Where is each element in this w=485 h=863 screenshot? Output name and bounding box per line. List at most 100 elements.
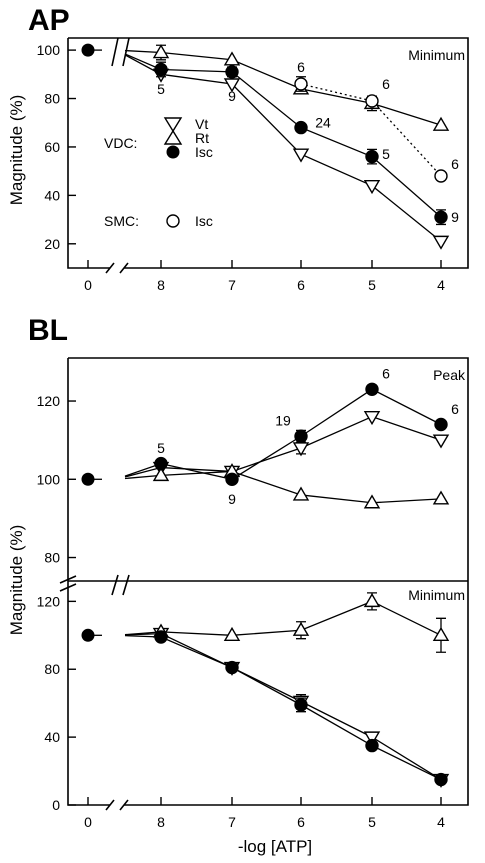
ap-series-isc-smc-point-1: [365, 94, 379, 108]
bl-title: BL: [28, 314, 68, 347]
legend-label-isc-smc: Isc: [195, 213, 213, 229]
bl-min-series-rt-1-point-2: [292, 621, 310, 636]
bl-min-series-rt-1-point-4: [432, 626, 450, 642]
bl-peak-n-label-4: 6: [451, 401, 459, 417]
ap-series-rt-vdc-point-1: [223, 51, 241, 66]
bl-min-xtick-label-5: 5: [368, 814, 376, 830]
bl-min-xtick-label-7: 7: [228, 814, 236, 830]
legend-marker-rt: [163, 129, 183, 145]
ap-series-rt-vdc-point-0: [152, 44, 170, 59]
ap-xtick-label-0: 0: [84, 277, 92, 293]
bl-peak-ytick-label-100: 100: [37, 471, 61, 487]
ap-series-isc-smc-point-2: [434, 169, 448, 183]
ap-series-rt-vdc-line: [124, 49, 442, 126]
bl-min-series-isc-2-point-0: [154, 630, 168, 644]
bl-min-ytick-label-120: 120: [37, 593, 61, 609]
bl-x-axis-break: [105, 799, 129, 811]
bl-peak-series-isc-2-point-4: [434, 417, 448, 432]
ap-xtick-label-8: 8: [157, 277, 165, 293]
ap-series-isc-vdc-point-4: [434, 210, 448, 224]
bl-min-xtick-label-0: 0: [84, 814, 92, 830]
ap-frame: [67, 37, 469, 269]
bl-peak-ytick-label-120: 120: [37, 393, 61, 409]
bl-peak-panel-label: Peak: [433, 367, 466, 383]
annotation-layer: 5 9 6 24 6 5 6 9 5 9 19 6 6: [157, 59, 459, 507]
bl-peak-ytick-label-80: 80: [44, 550, 60, 566]
bl-min-series-vt-0-line: [124, 632, 442, 781]
ap-xtick-label-4: 4: [437, 277, 445, 293]
bl-min-series-isc-2-line: [124, 634, 442, 781]
bl-peak-series-rt-1-point-2: [292, 486, 310, 501]
bl-peak-series-vt-0-point-2: [292, 442, 310, 457]
bl-min-ytick-label-80: 80: [44, 661, 60, 677]
ap-series-vt-vdc-point-2: [292, 148, 310, 163]
bl-peak-series-rt-1-point-0: [152, 466, 170, 482]
bl-min-series-isc-2-point-4: [434, 772, 448, 787]
bl-y-axis-break: [59, 575, 77, 592]
ap-xtick-label-7: 7: [228, 277, 236, 293]
ap-ytick-label-100: 100: [37, 42, 61, 58]
bl-min-series-rt-1-line: [124, 600, 442, 636]
bl-frame: [67, 357, 469, 806]
ap-ylabel: Magnitude (%): [7, 95, 26, 206]
ap-baseline-marker: [81, 43, 95, 57]
legend-label-vt: Vt: [195, 116, 208, 132]
legend-group-vdc: VDC:: [104, 135, 137, 151]
bl-peak-n-label-3: 6: [382, 366, 390, 382]
bl-peak-series-rt-1-point-3: [363, 494, 381, 509]
legend-label-isc-vdc: Isc: [195, 144, 213, 160]
ap-n-label-3: 24: [315, 115, 331, 131]
bl-peak-series-rt-1-line: [124, 470, 442, 504]
bl-min-xtick-label-6: 6: [297, 814, 305, 830]
bl-min-series-isc-2-point-2: [294, 698, 308, 712]
ap-series-isc-vdc-point-3: [365, 149, 379, 164]
bl-min-series-isc-2-point-3: [365, 738, 379, 753]
ap-ytick-label-40: 40: [44, 187, 60, 203]
ap-series-vt-vdc-point-4: [432, 235, 450, 250]
bl-min-series-vt-0-point-3: [363, 731, 381, 746]
bl-peak-series-isc-2-point-3: [365, 382, 379, 396]
ap-n-label-4: 6: [382, 76, 390, 92]
bl-peak-n-label-2: 19: [275, 413, 291, 429]
ap-ytick-label-20: 20: [44, 236, 60, 252]
ap-xtick-label-6: 6: [297, 277, 305, 293]
bl-peak-series-isc-2-point-0: [154, 456, 168, 471]
ap-series-isc-smc-line: [300, 83, 442, 177]
bl-min-ytick-label-0: 0: [52, 797, 60, 813]
bl-peak-series-isc-2-point-2: [294, 429, 308, 443]
ap-ytick-label-60: 60: [44, 139, 60, 155]
ap-panel-label: Minimum: [408, 47, 465, 63]
ap-title: AP: [28, 4, 70, 37]
ap-axes: [67, 37, 469, 274]
bl-peak-n-label-0: 5: [157, 440, 165, 456]
bl-min-x-break: [111, 574, 130, 596]
ap-series-isc-vdc-point-1: [225, 65, 239, 79]
ap-xtick-label-5: 5: [368, 277, 376, 293]
ap-series-isc-smc-point-0: [294, 77, 308, 91]
bl-ylabel: Magnitude (%): [7, 525, 26, 636]
ap-n-label-2: 6: [297, 59, 305, 75]
bl-peak-series-isc-2-point-1: [225, 472, 239, 486]
legend-label-rt: Rt: [195, 130, 209, 146]
bl-min-baseline-marker: [81, 628, 95, 642]
ap-series-isc-vdc-point-0: [154, 62, 168, 77]
bl-min-ytick-label-40: 40: [44, 729, 60, 745]
bl-peak-series-rt-1-point-4: [432, 490, 450, 505]
ap-n-label-5: 5: [382, 146, 390, 162]
ap-n-label-6: 6: [451, 156, 459, 172]
bl-min-xtick-label-4: 4: [437, 814, 445, 830]
legend: VDC: SMC: Vt Rt Isc Isc: [104, 116, 213, 229]
ap-y-axis-break: [111, 37, 130, 67]
legend-marker-isc-vdc: [166, 145, 180, 159]
ap-x-axis-break: [105, 262, 129, 274]
bl-peak-series-vt-0-point-4: [432, 434, 450, 449]
bl-min-panel-label: Minimum: [408, 587, 465, 603]
bl-peak-baseline-marker: [81, 472, 95, 486]
bl-min-series-isc-2-point-1: [225, 660, 239, 675]
bl-min-xtick-label-8: 8: [157, 814, 165, 830]
bl-peak-series-vt-0-point-3: [363, 410, 381, 426]
ap-series-rt-vdc-point-4: [432, 116, 450, 131]
ap-ytick-label-80: 80: [44, 91, 60, 107]
legend-marker-vt: [163, 117, 183, 133]
